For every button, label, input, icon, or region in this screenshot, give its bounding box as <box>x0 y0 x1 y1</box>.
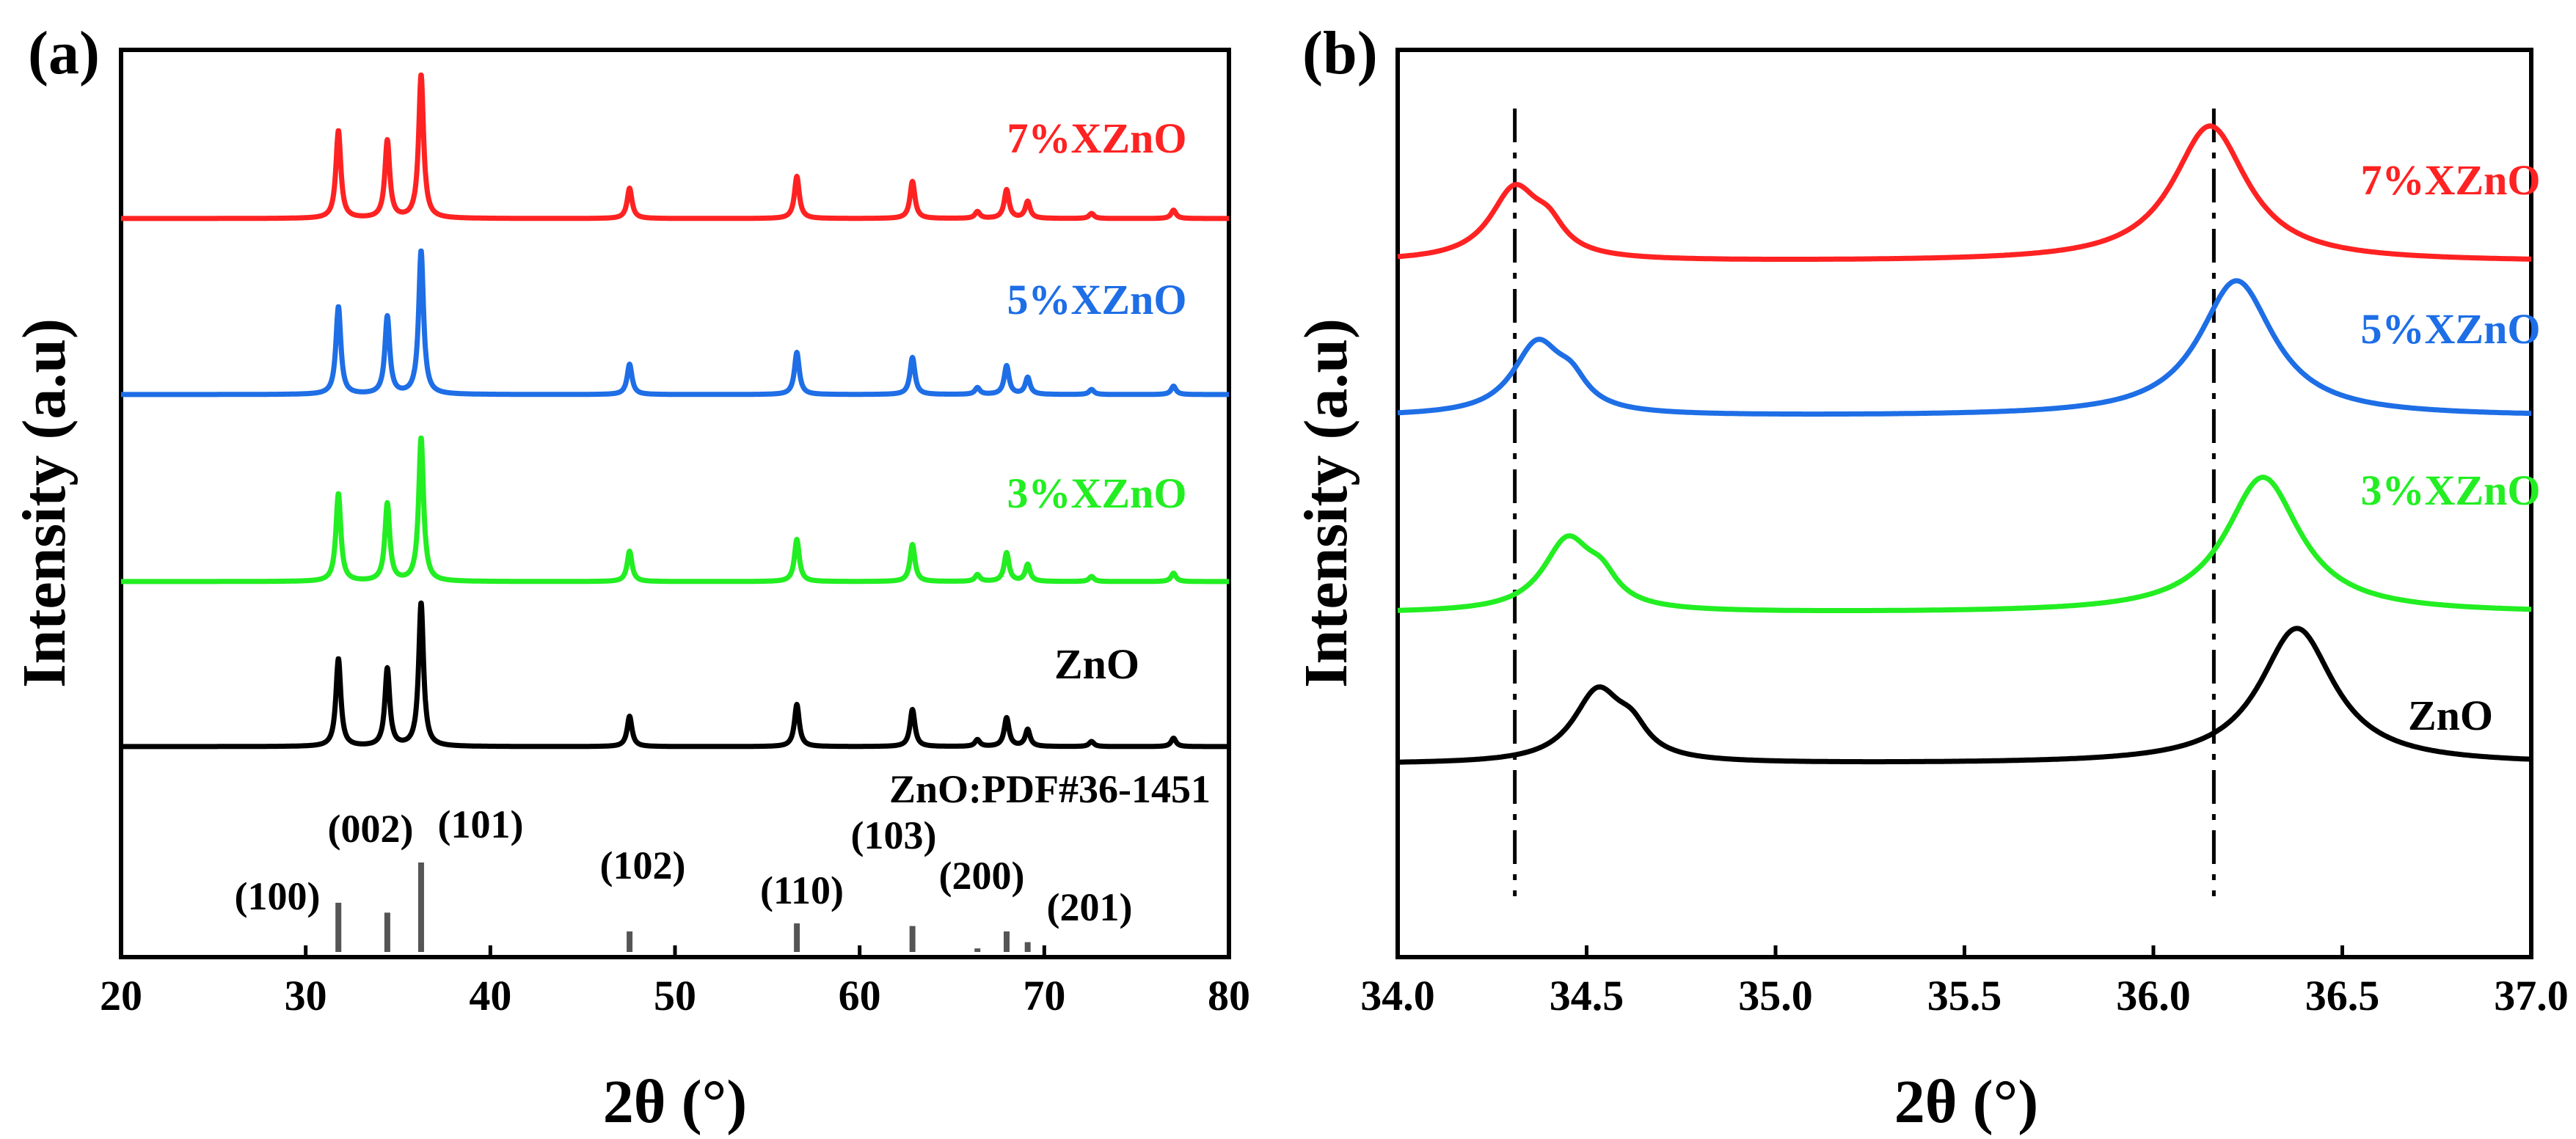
x-tick-label: 70 <box>1023 972 1065 1019</box>
panel-b-ylabel: Intensity (a.u) <box>1292 318 1360 688</box>
x-tick-label: 60 <box>839 972 881 1019</box>
reference-card-label: ZnO:PDF#36-1451 <box>889 767 1211 811</box>
x-tick-label: 35.5 <box>1927 972 2002 1019</box>
x-tick-label: 34.5 <box>1550 972 1624 1019</box>
xrd-pattern-line <box>119 435 1231 585</box>
panel-a-label: (a) <box>28 19 100 87</box>
x-tick-label: 30 <box>285 972 327 1019</box>
series-label: 3%XZnO <box>1007 469 1187 517</box>
hkl-label: (101) <box>438 802 524 846</box>
hkl-label: (201) <box>1047 885 1133 929</box>
series-label: 7%XZnO <box>2361 156 2541 204</box>
xrd-pattern-line <box>119 600 1231 750</box>
series-label: ZnO <box>1054 640 1139 688</box>
x-tick-label: 35.0 <box>1738 972 1813 1019</box>
zoom-pattern-line <box>1396 278 2533 417</box>
series-label: 5%XZnO <box>1007 276 1187 323</box>
panel-b-label: (b) <box>1302 19 1378 87</box>
x-tick-label: 34.0 <box>1360 972 1435 1019</box>
series-label: 7%XZnO <box>1007 114 1187 162</box>
panel-b: (b) 2θ (°) Intensity (a.u) 34.0 34.5 35.0 3… <box>1292 19 2569 1136</box>
xrd-pattern-line <box>119 72 1231 221</box>
panel-a-xlabel: 2θ (°) <box>603 1068 747 1136</box>
hkl-label: (110) <box>760 868 844 912</box>
hkl-label: (100) <box>235 874 321 918</box>
series-label: ZnO <box>2408 692 2493 739</box>
x-tick-label: 37.0 <box>2494 972 2569 1019</box>
zoom-pattern-line <box>1396 475 2533 613</box>
panel-a-ylabel: Intensity (a.u) <box>10 318 79 688</box>
x-tick-label: 36.5 <box>2305 972 2380 1019</box>
hkl-label: (102) <box>600 843 686 887</box>
series-label: 5%XZnO <box>2361 305 2541 353</box>
x-tick-label: 40 <box>469 972 511 1019</box>
series-label: 3%XZnO <box>2361 466 2541 514</box>
panel-b-xlabel: 2θ (°) <box>1894 1068 2038 1136</box>
xrd-pattern-line <box>119 248 1231 398</box>
x-tick-label: 20 <box>100 972 142 1019</box>
x-tick-label: 50 <box>654 972 696 1019</box>
x-tick-label: 36.0 <box>2116 972 2191 1019</box>
zoom-pattern-line <box>1396 626 2533 765</box>
zoom-pattern-line <box>1396 123 2533 262</box>
hkl-label: (200) <box>939 854 1025 898</box>
hkl-label: (103) <box>851 813 937 857</box>
panel-a: (a) 2θ (°) Intensity (a.u) ZnO:PDF#36-14… <box>10 19 1250 1136</box>
x-tick-label: 80 <box>1208 972 1250 1019</box>
hkl-label: (002) <box>328 807 414 851</box>
